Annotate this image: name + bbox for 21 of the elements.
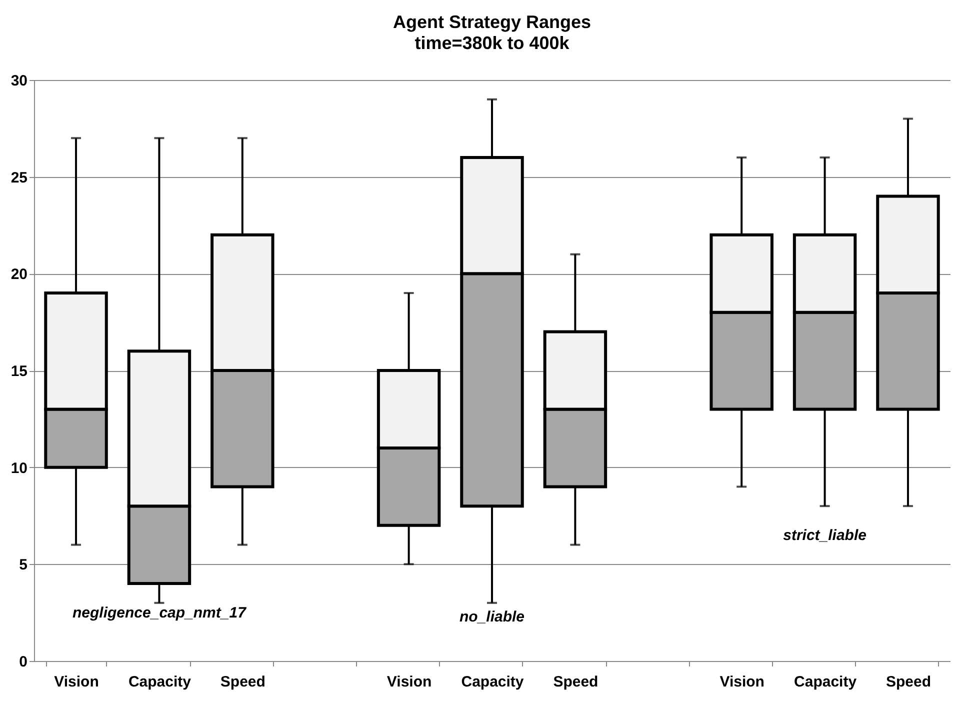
x-tick-label: Speed <box>220 674 266 690</box>
y-tick-label: 10 <box>10 460 28 477</box>
x-tick-label: Capacity <box>128 674 192 690</box>
y-tick-label: 0 <box>19 654 28 670</box>
chart-subtitle: time=380k to 400k <box>414 33 570 53</box>
x-tick-label: Speed <box>886 674 931 690</box>
y-tick-label: 5 <box>19 556 28 574</box>
x-tick-label: Vision <box>54 674 99 690</box>
y-tick-label: 15 <box>10 363 28 380</box>
x-tick-label: Vision <box>720 674 764 690</box>
y-tick-label: 20 <box>10 266 28 284</box>
x-tick-label: Speed <box>553 674 598 690</box>
x-tick-label: Vision <box>386 674 432 690</box>
annotation: strict_liable <box>783 527 866 544</box>
y-tick-label: 30 <box>10 72 28 90</box>
chart-title: Agent Strategy Ranges <box>392 12 592 32</box>
annotation: negligence_cap_nmt_17 <box>72 604 247 622</box>
x-tick-label: Capacity <box>794 674 858 690</box>
y-tick-label: 25 <box>10 169 28 186</box>
annotation: no_liable <box>459 608 525 626</box>
x-tick-label: Capacity <box>461 674 524 690</box>
